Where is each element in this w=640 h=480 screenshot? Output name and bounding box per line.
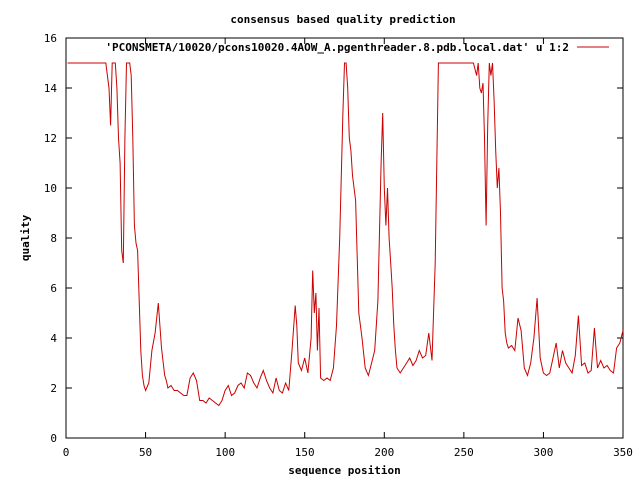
x-tick-label: 150 [295,446,315,459]
axis-ticks [65,37,624,439]
quality-series-line [67,62,624,407]
x-tick-label: 200 [374,446,394,459]
x-tick-label: 350 [613,446,633,459]
legend-label: 'PCONSMETA/10020/pcons10020.4AOW_A.pgent… [105,41,569,54]
y-tick-label: 8 [50,232,57,245]
x-tick-label: 50 [139,446,152,459]
y-tick-label: 0 [50,432,57,445]
x-tick-label: 100 [215,446,235,459]
x-tick-label: 300 [533,446,553,459]
axis-tick-labels: 0 50 100 150 200 250 300 350 0 2 4 6 8 10 12 14 16 [44,32,633,459]
chart-title: consensus based quality prediction [230,13,455,26]
x-axis-label: sequence position [288,464,401,477]
x-tick-label: 250 [454,446,474,459]
x-tick-label: 0 [63,446,70,459]
y-tick-label: 12 [44,132,57,145]
y-axis-label: quality [19,214,32,261]
y-tick-label: 6 [50,282,57,295]
y-tick-label: 4 [50,332,57,345]
y-tick-label: 14 [44,82,58,95]
y-tick-label: 10 [44,182,57,195]
y-tick-label: 16 [44,32,57,45]
y-tick-label: 2 [50,382,57,395]
